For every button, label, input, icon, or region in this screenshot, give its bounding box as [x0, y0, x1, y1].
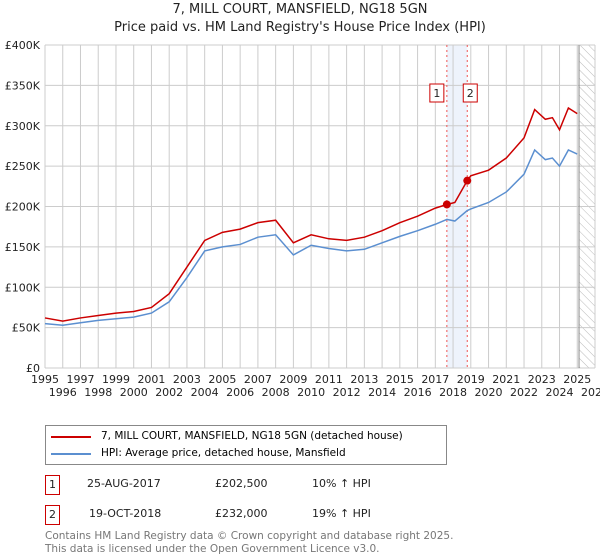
x-tick-label: 2019: [457, 373, 485, 386]
x-tick-label: 2011: [315, 373, 343, 386]
x-tick-label: 2021: [492, 373, 520, 386]
legend-item-property: 7, MILL COURT, MANSFIELD, NG18 5GN (deta…: [51, 430, 403, 443]
sale-marker-label: 1: [433, 87, 440, 100]
x-tick-label: 2013: [350, 373, 378, 386]
chart-title: 7, MILL COURT, MANSFIELD, NG18 5GN: [172, 2, 428, 17]
x-tick-label: 2023: [528, 373, 556, 386]
x-tick-label: 2012: [333, 386, 361, 399]
x-tick-label: 2005: [208, 373, 236, 386]
transaction-hpi: 10% ↑ HPI: [312, 477, 371, 490]
x-tick-label: 2009: [279, 373, 307, 386]
property-price-line: [44, 106, 578, 322]
x-tick-label: 2004: [191, 386, 219, 399]
y-tick-label: £50K: [12, 322, 41, 335]
x-tick-label: 2022: [510, 386, 538, 399]
x-tick-label: 2008: [262, 386, 290, 399]
transaction-hpi: 19% ↑ HPI: [312, 507, 371, 520]
y-tick-label: £100K: [5, 281, 41, 294]
x-tick-label: 2016: [404, 386, 432, 399]
transaction-date: 19-OCT-2018: [89, 507, 162, 520]
x-tick-label: 2017: [421, 373, 449, 386]
x-tick-label: 2014: [368, 386, 396, 399]
chart-subtitle: Price paid vs. HM Land Registry's House …: [114, 20, 486, 35]
footer-line: Contains HM Land Registry data © Crown c…: [45, 530, 454, 542]
sale-point: [442, 200, 451, 209]
x-tick-label: 1997: [66, 373, 94, 386]
price-chart: 1995199619971998199920002001200220032004…: [5, 39, 600, 399]
x-tick-label: 2003: [173, 373, 201, 386]
x-tick-label: 2007: [244, 373, 272, 386]
y-tick-label: £250K: [5, 160, 41, 173]
y-tick-label: £400K: [5, 39, 41, 52]
transaction-row: 1 25-AUG-2017 £202,500 10% ↑ HPI: [45, 475, 445, 495]
transaction-marker: 2: [45, 505, 60, 525]
x-tick-label: 2025: [563, 373, 591, 386]
transaction-price: £232,000: [215, 507, 268, 520]
legend-label: 7, MILL COURT, MANSFIELD, NG18 5GN (deta…: [101, 430, 403, 442]
transaction-date: 25-AUG-2017: [87, 477, 161, 490]
legend: 7, MILL COURT, MANSFIELD, NG18 5GN (deta…: [45, 425, 447, 465]
footer-line: This data is licensed under the Open Gov…: [45, 543, 380, 555]
y-tick-label: £0: [26, 362, 40, 375]
x-tick-label: 2018: [439, 386, 467, 399]
x-tick-label: 2024: [546, 386, 574, 399]
x-tick-label: 1995: [31, 373, 59, 386]
x-tick-label: 2020: [475, 386, 503, 399]
sale-marker-box: [429, 83, 445, 103]
x-tick-label: 2006: [226, 386, 254, 399]
x-tick-label: 1999: [102, 373, 130, 386]
y-tick-label: £150K: [5, 241, 41, 254]
y-tick-label: £200K: [5, 201, 41, 214]
x-tick-label: 2010: [297, 386, 325, 399]
x-tick-label: 2015: [386, 373, 414, 386]
legend-item-hpi: HPI: Average price, detached house, Mans…: [51, 447, 346, 460]
y-tick-label: £350K: [5, 79, 41, 92]
sale-marker-label: 2: [467, 87, 474, 100]
x-tick-label: 2000: [120, 386, 148, 399]
legend-label: HPI: Average price, detached house, Mans…: [101, 447, 346, 459]
hpi-line: [44, 148, 578, 326]
transaction-price: £202,500: [215, 477, 268, 490]
transaction-marker: 1: [45, 475, 60, 495]
x-tick-label: 2001: [137, 373, 165, 386]
footer: Contains HM Land Registry data © Crown c…: [45, 530, 453, 556]
y-tick-label: £300K: [5, 120, 41, 133]
transaction-row: 2 19-OCT-2018 £232,000 19% ↑ HPI: [45, 505, 445, 525]
sale-marker-box: [462, 83, 478, 103]
sale-point: [463, 176, 472, 185]
x-tick-label: 2026: [581, 386, 600, 399]
x-tick-label: 2002: [155, 386, 183, 399]
x-tick-label: 1996: [49, 386, 77, 399]
x-tick-label: 1998: [84, 386, 112, 399]
